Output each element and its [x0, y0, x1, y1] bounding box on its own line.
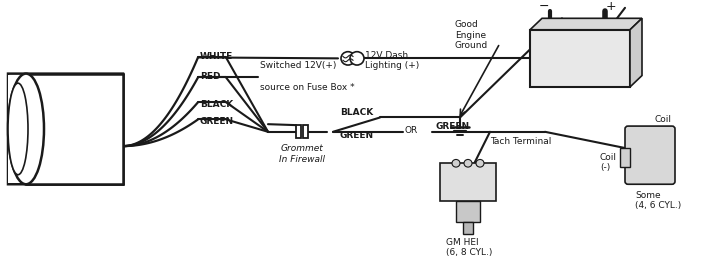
Circle shape [464, 159, 472, 167]
Text: Good
Engine
Ground: Good Engine Ground [455, 20, 488, 50]
Text: Tach Terminal: Tach Terminal [490, 137, 551, 146]
Text: 12V BATTERY: 12V BATTERY [548, 54, 612, 63]
Text: RED: RED [200, 72, 221, 81]
Text: BLACK: BLACK [200, 100, 233, 109]
Polygon shape [440, 163, 496, 202]
Circle shape [476, 159, 484, 167]
Bar [620, 148, 630, 167]
Text: GREEN: GREEN [436, 122, 470, 131]
Text: +: + [606, 0, 617, 13]
Polygon shape [530, 18, 642, 30]
FancyBboxPatch shape [8, 74, 123, 184]
Text: Coil: Coil [655, 115, 672, 124]
Bar [456, 202, 480, 222]
Text: WHITE: WHITE [200, 52, 233, 61]
Text: −: − [539, 0, 549, 13]
Bar [26, 74, 123, 184]
Text: Coil
(-): Coil (-) [600, 153, 617, 172]
Circle shape [341, 52, 355, 65]
Text: Switched 12V(+): Switched 12V(+) [260, 61, 336, 70]
Text: BLACK: BLACK [340, 108, 373, 117]
Polygon shape [630, 18, 642, 87]
Text: GM HEI
(6, 8 CYL.): GM HEI (6, 8 CYL.) [446, 238, 492, 257]
Bar [530, 30, 630, 87]
Bar [8, 75, 28, 183]
Circle shape [350, 52, 364, 65]
Ellipse shape [8, 74, 44, 184]
Text: GREEN: GREEN [340, 131, 374, 140]
Text: OR: OR [405, 126, 419, 135]
Bar [463, 222, 473, 234]
Bar [303, 125, 308, 139]
Text: Grommet
In Firewall: Grommet In Firewall [279, 144, 325, 164]
Text: source on Fuse Box *: source on Fuse Box * [260, 83, 355, 92]
FancyBboxPatch shape [625, 126, 675, 184]
Circle shape [452, 159, 460, 167]
Text: GREEN: GREEN [200, 117, 234, 126]
Text: 12V Dash
Lighting (+): 12V Dash Lighting (+) [365, 51, 419, 70]
Ellipse shape [8, 83, 28, 175]
Text: Some
(4, 6 CYL.): Some (4, 6 CYL.) [635, 191, 681, 210]
Bar [296, 125, 301, 139]
